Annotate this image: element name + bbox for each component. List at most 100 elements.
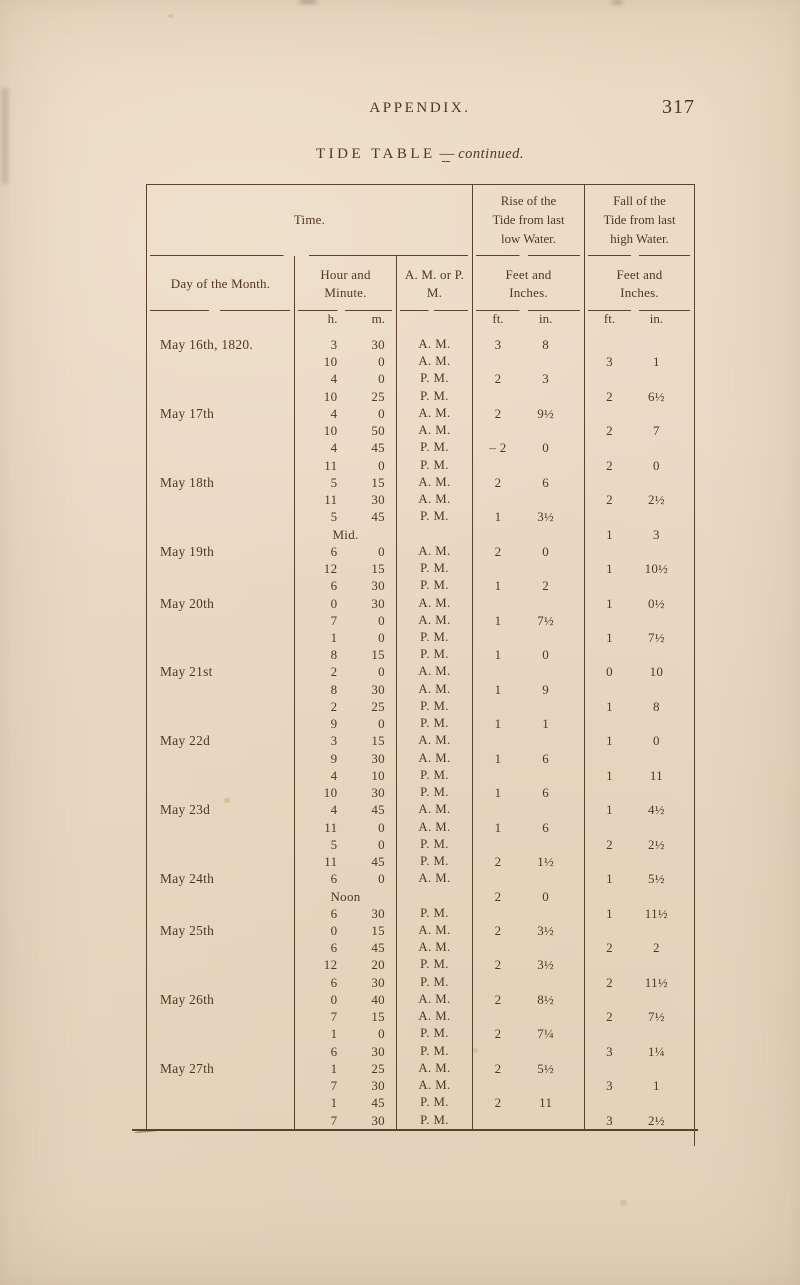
header-am-pm: A. M. or P. M. [396,256,472,312]
fall-cell: 0 10 [584,663,694,681]
time-cell: 6 30 [294,577,396,595]
table-row: 10 25 P. M. 2 6½ [147,387,694,405]
ampm-cell: A. M. [396,473,472,492]
ampm-cell: A. M. [396,990,472,1009]
ampm-cell: P. M. [396,646,472,664]
table-row: 6 30 P. M. 1 2 [147,577,694,595]
table-row: May 20th 0 30 A. M. 1 0½ [147,594,694,612]
table-row: 7 30 A. M. 3 1 [147,1077,694,1095]
time-cell: 10 25 [294,387,396,405]
fall-cell [584,749,694,767]
rise-cell [472,1111,584,1129]
time-cell: 6 45 [294,939,396,957]
day-cell [147,956,294,973]
day-cell [147,370,294,387]
header-fall: Fall of the Tide from last high Water. [584,185,694,257]
ampm-cell: P. M. [396,1094,472,1112]
fall-cell: 1 10½ [584,560,694,578]
day-cell: May 24th [160,871,215,887]
ampm-cell: A. M. [396,1077,472,1095]
fall-cell: 1 0½ [584,594,694,612]
day-cell [147,422,294,439]
time-cell: 10 30 [294,784,396,802]
ampm-cell: A. M. [396,749,472,767]
ampm-cell: P. M. [396,508,472,526]
table-row: May 23d 4 45 A. M. 1 4½ [147,801,694,819]
table-title-main: TIDE TABLE [315,146,436,162]
day-cell [147,491,294,508]
page-number: 317 [662,96,695,118]
day-cell: May 26th [160,991,215,1007]
rise-cell [472,353,584,371]
rise-cell [472,663,584,681]
table-row: 12 15 P. M. 1 10½ [147,560,694,578]
time-cell: 11 30 [294,491,396,509]
rise-cell: 2 7¼ [472,1025,584,1043]
day-cell [147,819,294,836]
day-cell [147,646,294,663]
ampm-cell: A. M. [396,663,472,681]
fall-cell [584,404,694,423]
table-row: 8 15 P. M. 1 0 [147,646,694,664]
time-cell: 2 25 [294,697,396,716]
day-cell [147,508,294,525]
foxing-speck [620,1200,627,1206]
ampm-cell: P. M. [396,715,472,733]
tide-table: Time. Rise of the Tide from last low Wat… [146,184,696,1146]
table-row: 11 0 P. M. 2 0 [147,456,694,474]
fall-cell [584,715,694,733]
table-header-row-2: Day of the Month. Hour and Minute. A. M.… [147,256,694,312]
fall-cell [584,1025,694,1043]
rise-cell [472,525,584,543]
time-cell: 3 30 [294,336,396,354]
rise-cell [472,594,584,612]
day-cell: May 19th [160,543,215,559]
table-row: 11 30 A. M. 2 2½ [147,491,694,509]
day-cell [147,939,294,956]
fall-cell [584,611,694,629]
rise-cell [472,973,584,991]
ampm-cell: A. M. [396,542,472,561]
ampm-cell: P. M. [396,560,472,578]
ampm-cell: P. M. [396,766,472,785]
fall-cell: 1 4½ [584,801,694,819]
header-hour-minute: Hour and Minute. [294,256,396,312]
table-row: 7 15 A. M. 2 7½ [147,1008,694,1026]
header-fall-feet-inches: Feet and Inches. [584,256,694,312]
ampm-cell: P. M. [396,628,472,647]
time-cell: Mid. [294,525,396,543]
ampm-cell: A. M. [396,404,472,423]
time-cell: 11 45 [294,853,396,871]
rise-cell: 2 1½ [472,853,584,871]
ampm-cell: P. M. [396,973,472,991]
time-cell: 5 45 [294,508,396,526]
day-cell [147,388,294,405]
table-row: 5 0 P. M. 2 2½ [147,835,694,854]
ampm-cell: P. M. [396,956,472,974]
ampm-cell [396,887,472,905]
ampm-cell: A. M. [396,870,472,888]
day-cell [147,715,294,732]
day-cell [147,888,294,905]
day-cell [147,836,294,853]
fall-cell [584,784,694,802]
header-rise-feet-inches: Feet and Inches. [472,256,584,312]
fall-cell [584,818,694,836]
time-cell: Noon [294,887,396,905]
table-row: 2 25 P. M. 1 8 [147,697,694,716]
time-cell: 0 40 [294,990,396,1009]
ampm-cell: P. M. [396,784,472,802]
day-cell: May 23d [160,802,211,818]
ampm-cell: A. M. [396,1059,472,1078]
